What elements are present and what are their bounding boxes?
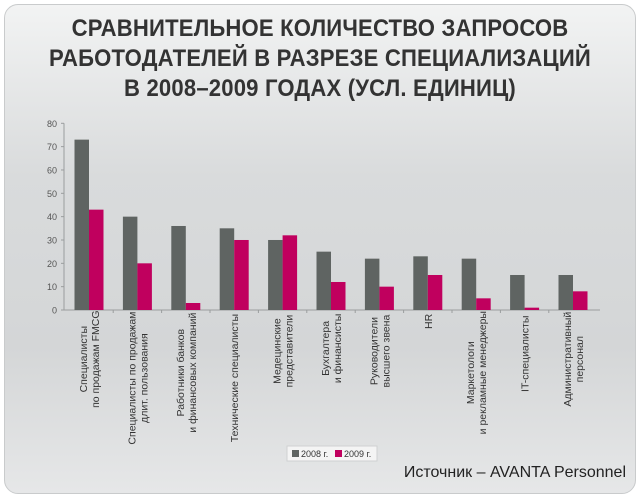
y-tick-label: 40 — [47, 212, 57, 222]
bar-2009 — [379, 286, 394, 310]
x-category-label: Специалисты по продажамдлит. пользования — [126, 312, 150, 445]
legend-label-2009: 2009 г. — [344, 449, 371, 459]
bar-2009 — [282, 235, 298, 310]
x-category-label-line: и финансовых компаний — [187, 313, 199, 433]
x-category-label-line: Медецинские — [272, 318, 284, 384]
x-category-label-line: Бухгалтера — [320, 321, 332, 376]
bar-2008 — [413, 256, 428, 310]
x-category-label: IT-специалисты — [520, 316, 532, 392]
legend-label-2008: 2008 г. — [301, 449, 328, 459]
bar-2008 — [316, 251, 331, 310]
y-tick-label: 20 — [47, 259, 57, 269]
legend-box — [286, 445, 378, 462]
y-tick-label: 70 — [47, 142, 57, 152]
x-category-label: Медецинскиепредставители — [272, 315, 296, 388]
bar-2009 — [427, 274, 443, 310]
x-category-label-line: Руководители — [368, 317, 380, 385]
chart-title: СРАВНИТЕЛЬНОЕ КОЛИЧЕСТВО ЗАПРОСОВ РАБОТО… — [26, 14, 615, 104]
y-tick-label: 80 — [47, 119, 57, 129]
bar-2008 — [268, 239, 283, 310]
x-category-label-line: Административный — [562, 312, 574, 407]
title-line-3: В 2008–2009 ГОДАХ (УСЛ. ЕДИНИЦ) — [124, 75, 516, 102]
bar-2008 — [510, 274, 525, 310]
bar-2009 — [137, 263, 152, 310]
x-category-label-line: Работники банков — [175, 329, 187, 417]
y-tick-label: 30 — [47, 235, 57, 245]
legend-swatch-2009 — [335, 450, 342, 457]
x-category-label-line: персонал — [574, 336, 586, 382]
x-category-label: Работники банкови финансовых компаний — [175, 313, 199, 433]
y-tick-label: 60 — [47, 165, 57, 175]
title-line-1: СРАВНИТЕЛЬНОЕ КОЛИЧЕСТВО ЗАПРОСОВ — [71, 15, 569, 42]
y-tick-label: 0 — [52, 306, 57, 316]
source-note: Источник – AVANTA Personnel — [403, 464, 626, 481]
x-category-label: Руководителивысшего звена — [368, 315, 392, 388]
bar-2009 — [476, 298, 491, 310]
bar-2008 — [364, 258, 380, 310]
y-tick-label: 50 — [47, 189, 57, 199]
bar-2009 — [331, 281, 346, 310]
x-category-label-line: Специалисты по продажам — [126, 312, 138, 445]
x-category-label-line: Технические специалисты — [229, 314, 241, 442]
y-tick-label: 10 — [47, 282, 57, 292]
x-category-label-line: высшего звена — [380, 315, 392, 388]
x-category-label: Технические специалисты — [229, 314, 241, 442]
chart-panel — [4, 4, 636, 494]
bar-2009 — [89, 209, 104, 310]
bar-2008 — [219, 228, 235, 310]
legend-swatch-2008 — [292, 450, 299, 457]
bar-2008 — [171, 225, 186, 310]
bar-2009 — [185, 302, 201, 310]
x-category-label: Бухгалтераи финансисты — [320, 314, 344, 383]
bar-2008 — [461, 258, 477, 310]
x-category-label-line: и рекламные менеджеры — [477, 311, 489, 434]
x-category-label-line: HR — [423, 313, 435, 329]
x-category-label-line: Специалисты — [78, 326, 90, 392]
x-category-label-line: и финансисты — [332, 314, 344, 383]
x-category-label-line: IT-специалисты — [520, 316, 532, 392]
x-category-label: Специалистыпо продажам FMCG — [78, 310, 102, 407]
bar-2008 — [74, 139, 89, 310]
title-line-2: РАБОТОДАТЕЛЕЙ В РАЗРЕЗЕ СПЕЦИАЛИЗАЦИЙ — [49, 45, 591, 72]
bar-2008 — [558, 274, 573, 310]
x-category-label-line: по продажам FMCG — [90, 310, 102, 407]
x-category-label-line: Маркетологи — [465, 341, 477, 404]
x-category-label: HR — [423, 313, 435, 329]
x-category-label-line: представители — [284, 315, 296, 388]
bar-2009 — [524, 307, 540, 310]
bar-2009 — [573, 291, 588, 310]
bar-2008 — [122, 216, 138, 310]
x-category-label: Маркетологии рекламные менеджеры — [465, 311, 489, 434]
x-category-label: Административныйперсонал — [562, 312, 586, 407]
bar-2009 — [234, 239, 249, 310]
x-category-label-line: длит. пользования — [138, 333, 150, 423]
